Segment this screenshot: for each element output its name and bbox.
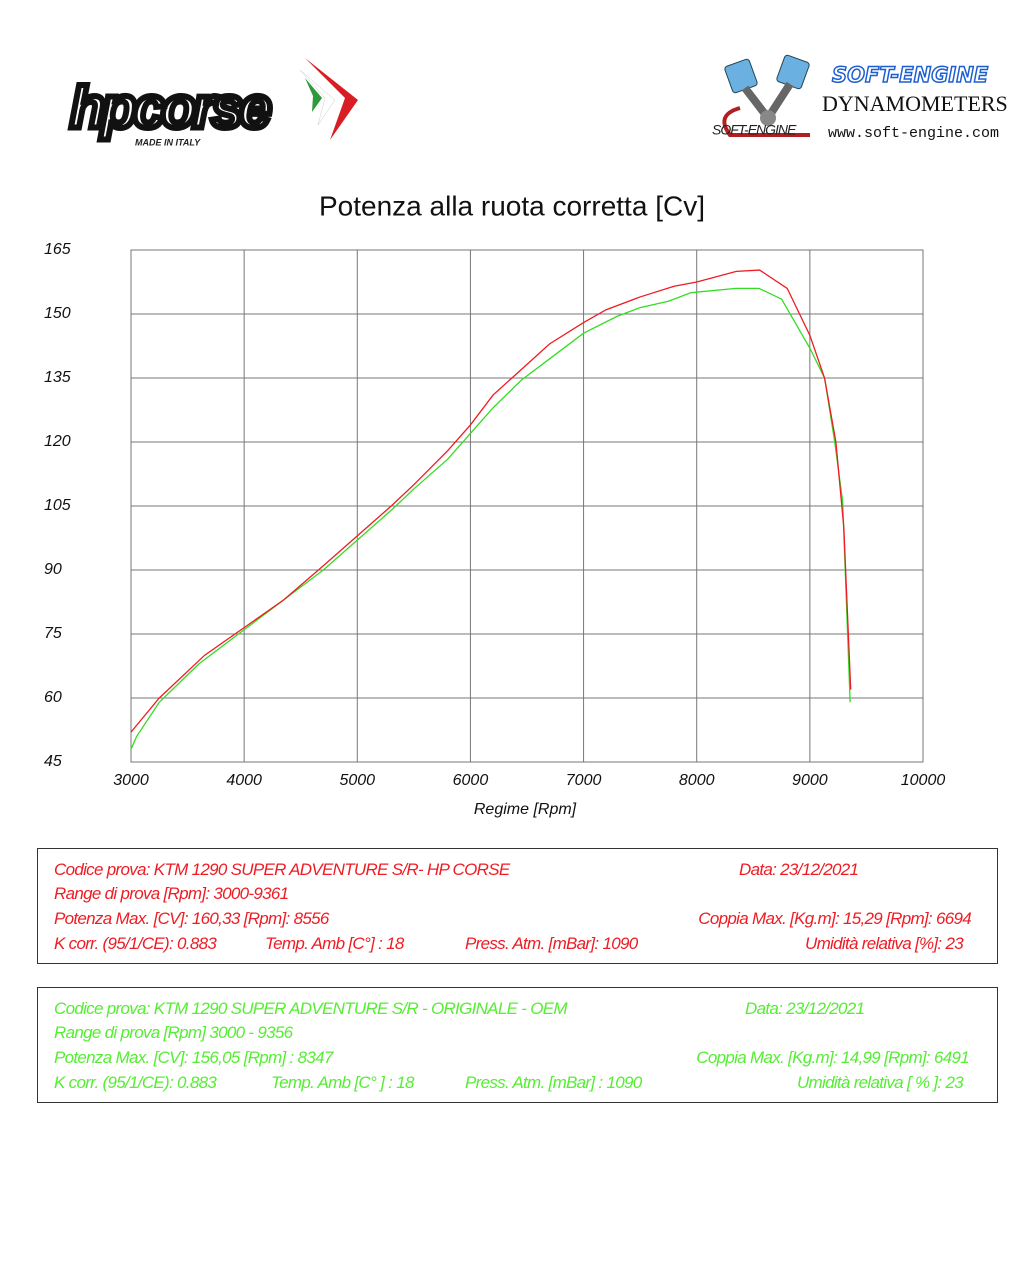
y-tick-label: 45 bbox=[44, 753, 62, 770]
info-text: Temp. Amb [C°] : 18 bbox=[265, 934, 404, 953]
x-tick-label: 7000 bbox=[566, 772, 602, 789]
y-tick-label: 135 bbox=[44, 369, 71, 386]
info-text: Potenza Max. [CV]: 160,33 [Rpm]: 8556 bbox=[54, 909, 329, 928]
y-tick-label: 75 bbox=[44, 625, 62, 642]
logo-tagline: MADE IN ITALY bbox=[135, 137, 201, 147]
info-text: Range di prova [Rpm]: 3000-9361 bbox=[54, 884, 289, 903]
logo-swoosh-white bbox=[299, 69, 336, 126]
x-axis-label: Regime [Rpm] bbox=[474, 801, 577, 818]
y-tick-label: 165 bbox=[44, 241, 71, 258]
x-tick-label: 10000 bbox=[901, 772, 946, 789]
x-tick-label: 4000 bbox=[226, 772, 262, 789]
chart-title: Potenza alla ruota corretta [Cv] bbox=[319, 190, 705, 221]
x-tick-label: 6000 bbox=[453, 772, 489, 789]
x-tick-label: 5000 bbox=[339, 772, 375, 789]
info-text: Codice prova: KTM 1290 SUPER ADVENTURE S… bbox=[54, 860, 510, 879]
y-tick-label: 120 bbox=[44, 433, 71, 450]
info-text: Potenza Max. [CV]: 156,05 [Rpm] : 8347 bbox=[54, 1048, 333, 1067]
info-text: K corr. (95/1/CE): 0.883 bbox=[54, 1073, 217, 1092]
logo-mark: SOFT-ENGINE bbox=[712, 122, 797, 138]
x-tick-label: 8000 bbox=[679, 772, 715, 789]
info-text: Coppia Max. [Kg.m]: 14,99 [Rpm]: 6491 bbox=[696, 1048, 969, 1067]
info-box: Codice prova: KTM 1290 SUPER ADVENTURE S… bbox=[37, 848, 998, 964]
info-text: Press. Atm. [mBar] : 1090 bbox=[465, 1073, 642, 1092]
info-text: Press. Atm. [mBar]: 1090 bbox=[465, 934, 638, 953]
y-tick-label: 150 bbox=[44, 305, 71, 322]
y-tick-label: 90 bbox=[44, 561, 62, 578]
pistons-icon bbox=[722, 54, 810, 137]
series-line bbox=[130, 287, 851, 750]
header: hpcorse MADE IN ITALY SOFT-ENGINE SOFT-E… bbox=[67, 54, 1008, 147]
y-tick-label: 60 bbox=[44, 689, 62, 706]
logo-text: hpcorse bbox=[70, 75, 270, 140]
brand-url: www.soft-engine.com bbox=[828, 125, 999, 142]
info-text: Umidità relativa [ % ]: 23 bbox=[796, 1073, 964, 1092]
info-text: Range di prova [Rpm] 3000 - 9356 bbox=[54, 1023, 293, 1042]
info-box: Codice prova: KTM 1290 SUPER ADVENTURE S… bbox=[37, 987, 998, 1103]
info-text: Coppia Max. [Kg.m]: 15,29 [Rpm]: 6694 bbox=[698, 909, 971, 928]
info-text: Data: 23/12/2021 bbox=[739, 860, 859, 879]
y-tick-label: 105 bbox=[44, 497, 71, 514]
info-text: Codice prova: KTM 1290 SUPER ADVENTURE S… bbox=[54, 999, 568, 1018]
brand-name: SOFT-ENGINE bbox=[832, 63, 989, 87]
x-tick-label: 3000 bbox=[113, 772, 149, 789]
logo-swoosh-red bbox=[305, 58, 358, 140]
chart: Potenza alla ruota corretta [Cv] Regime … bbox=[44, 190, 946, 818]
x-tick-label: 9000 bbox=[792, 772, 828, 789]
info-text: Temp. Amb [C° ] : 18 bbox=[271, 1073, 414, 1092]
logo-swoosh-green bbox=[305, 78, 322, 112]
info-text: Umidità relativa [%]: 23 bbox=[805, 934, 964, 953]
brand-sub: DYNAMOMETERS bbox=[822, 91, 1008, 116]
info-text: K corr. (95/1/CE): 0.883 bbox=[54, 934, 217, 953]
series-line bbox=[130, 269, 852, 733]
info-text: Data: 23/12/2021 bbox=[745, 999, 865, 1018]
